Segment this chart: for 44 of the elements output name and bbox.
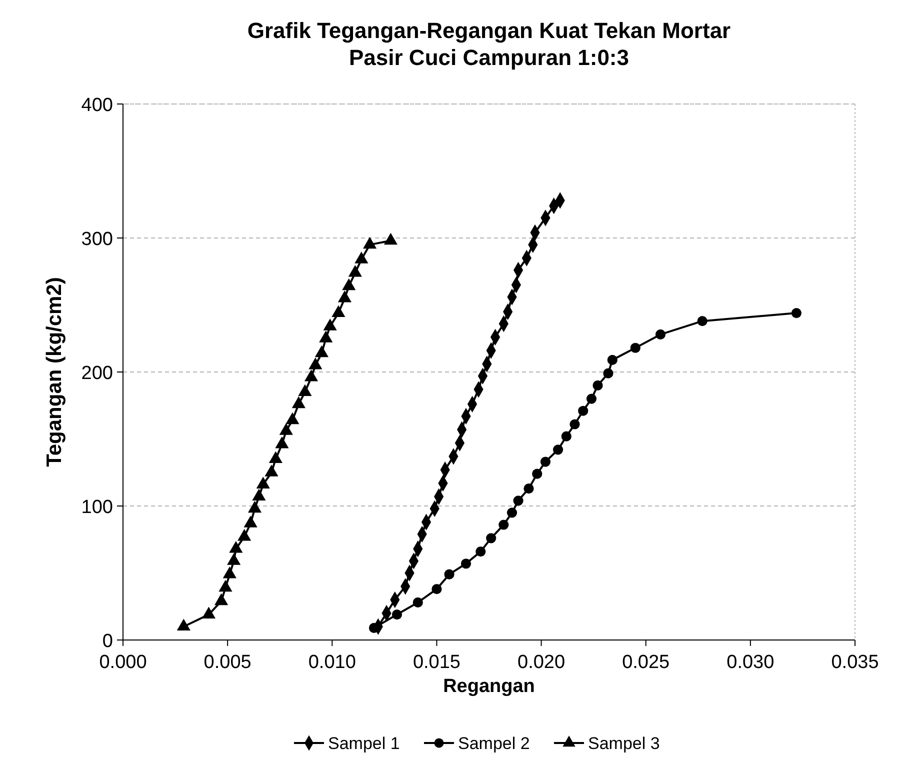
x-tick-label: 0.030 <box>726 652 774 673</box>
point <box>392 610 402 620</box>
y-tick-label: 100 <box>81 497 113 518</box>
legend-label: Sampel 3 <box>588 734 660 753</box>
point <box>603 368 614 378</box>
point <box>630 342 640 353</box>
point <box>506 508 518 518</box>
legend-label: Sampel 1 <box>328 734 400 753</box>
point <box>432 584 442 594</box>
x-tick-label: 0.020 <box>518 652 566 673</box>
point <box>791 308 802 318</box>
point <box>655 329 666 340</box>
point <box>513 496 524 506</box>
point <box>607 354 618 365</box>
chart-title: Grafik Tegangan-Regangan Kuat Tekan Mortar Pasir Cuci Campuran 1:0:3 <box>247 18 732 70</box>
x-tick-label: 0.010 <box>308 652 356 673</box>
point <box>412 597 423 608</box>
point <box>532 468 542 479</box>
point <box>570 419 580 430</box>
y-tick-label: 400 <box>81 95 113 116</box>
x-tick-label: 0.015 <box>412 652 460 673</box>
point <box>460 558 472 569</box>
point <box>586 394 597 404</box>
legend-label: Sampel 2 <box>458 734 530 753</box>
x-tick-label: 0.005 <box>204 652 252 673</box>
x-axis-title: Regangan <box>443 676 535 697</box>
point <box>552 444 564 455</box>
x-tick-label: 0.025 <box>622 652 670 673</box>
y-tick-label: 300 <box>81 229 113 250</box>
point <box>444 569 454 580</box>
point <box>561 431 572 442</box>
point <box>697 316 708 326</box>
point <box>524 484 534 494</box>
point <box>540 456 551 467</box>
y-tick-label: 200 <box>81 363 113 384</box>
point <box>578 406 588 416</box>
y-axis-title: Tegangan (kg/cm2) <box>43 277 66 467</box>
point <box>498 520 509 530</box>
point <box>592 380 603 390</box>
point <box>476 546 486 557</box>
y-tick-label: 0 <box>102 631 113 652</box>
x-tick-label: 0.035 <box>831 652 879 673</box>
x-tick-label: 0.000 <box>99 652 147 673</box>
point <box>486 533 496 544</box>
